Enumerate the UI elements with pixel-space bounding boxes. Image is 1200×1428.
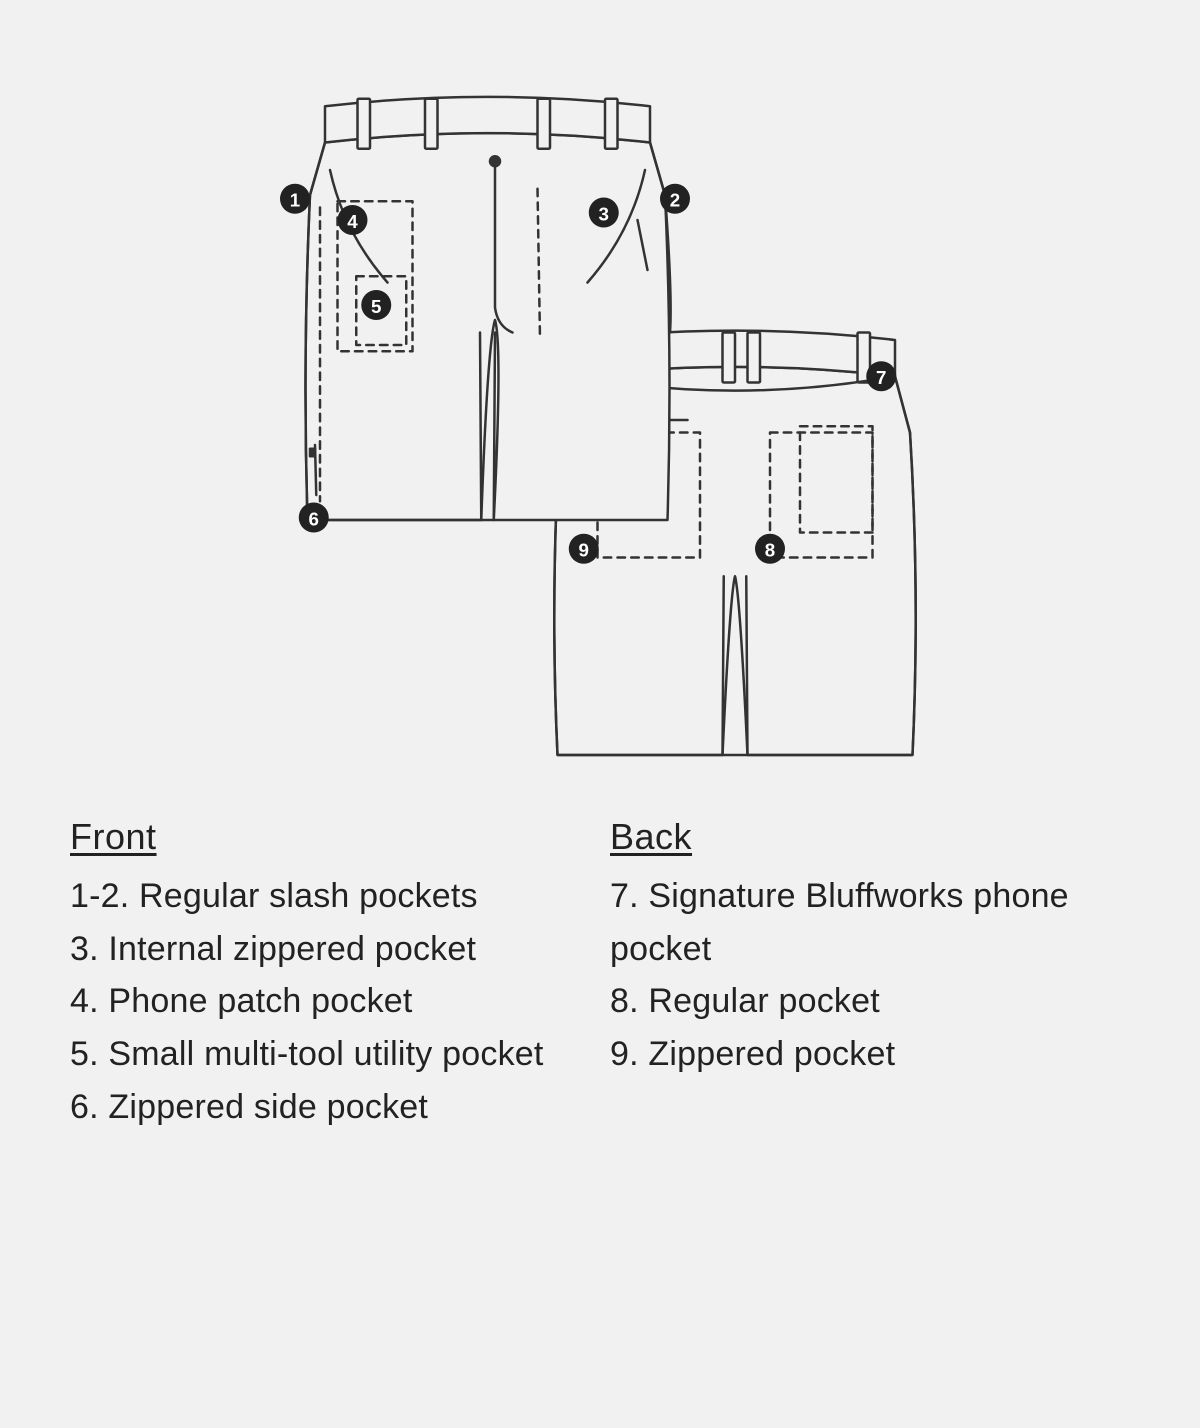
legend-front-col: Front 1-2. Regular slash pockets3. Inter… xyxy=(70,816,550,1133)
svg-text:2: 2 xyxy=(670,190,680,211)
marker-6: 6 xyxy=(299,503,329,533)
svg-text:1: 1 xyxy=(290,190,300,211)
svg-text:8: 8 xyxy=(765,540,775,561)
legend-line: 6. Zippered side pocket xyxy=(70,1081,550,1134)
front-shorts xyxy=(306,97,671,520)
legend-back-title: Back xyxy=(610,816,1090,858)
marker-9: 9 xyxy=(569,534,599,564)
legend-front-title: Front xyxy=(70,816,550,858)
legend-line: 9. Zippered pocket xyxy=(610,1028,1090,1081)
svg-text:3: 3 xyxy=(599,203,609,224)
marker-3: 3 xyxy=(589,198,619,228)
svg-text:4: 4 xyxy=(347,211,358,232)
shorts-diagram: 1 2 3 4 5 6 7 8 9 xyxy=(100,70,1100,770)
legend-line: 8. Regular pocket xyxy=(610,975,1090,1028)
legend-front-items: 1-2. Regular slash pockets3. Internal zi… xyxy=(70,870,550,1133)
svg-text:9: 9 xyxy=(579,540,589,561)
legend-back-col: Back 7. Signature Bluffworks phone pocke… xyxy=(610,816,1090,1133)
legend-line: 1-2. Regular slash pockets xyxy=(70,870,550,923)
legend: Front 1-2. Regular slash pockets3. Inter… xyxy=(70,816,1130,1133)
legend-back-items: 7. Signature Bluffworks phone pocket8. R… xyxy=(610,870,1090,1081)
legend-line: 5. Small multi-tool utility pocket xyxy=(70,1028,550,1081)
svg-text:7: 7 xyxy=(876,367,886,388)
marker-5: 5 xyxy=(361,290,391,320)
svg-text:5: 5 xyxy=(371,296,381,317)
diagram-svg: 1 2 3 4 5 6 7 8 9 xyxy=(100,70,1100,770)
legend-line: 4. Phone patch pocket xyxy=(70,975,550,1028)
marker-7: 7 xyxy=(866,361,896,391)
marker-2: 2 xyxy=(660,184,690,214)
legend-line: 7. Signature Bluffworks phone pocket xyxy=(610,870,1090,975)
marker-4: 4 xyxy=(338,205,368,235)
svg-text:6: 6 xyxy=(309,508,319,529)
page-root: 1 2 3 4 5 6 7 8 9 Front 1-2. Regular slash pocke… xyxy=(0,0,1200,1428)
marker-8: 8 xyxy=(755,534,785,564)
marker-1: 1 xyxy=(280,184,310,214)
legend-line: 3. Internal zippered pocket xyxy=(70,923,550,976)
